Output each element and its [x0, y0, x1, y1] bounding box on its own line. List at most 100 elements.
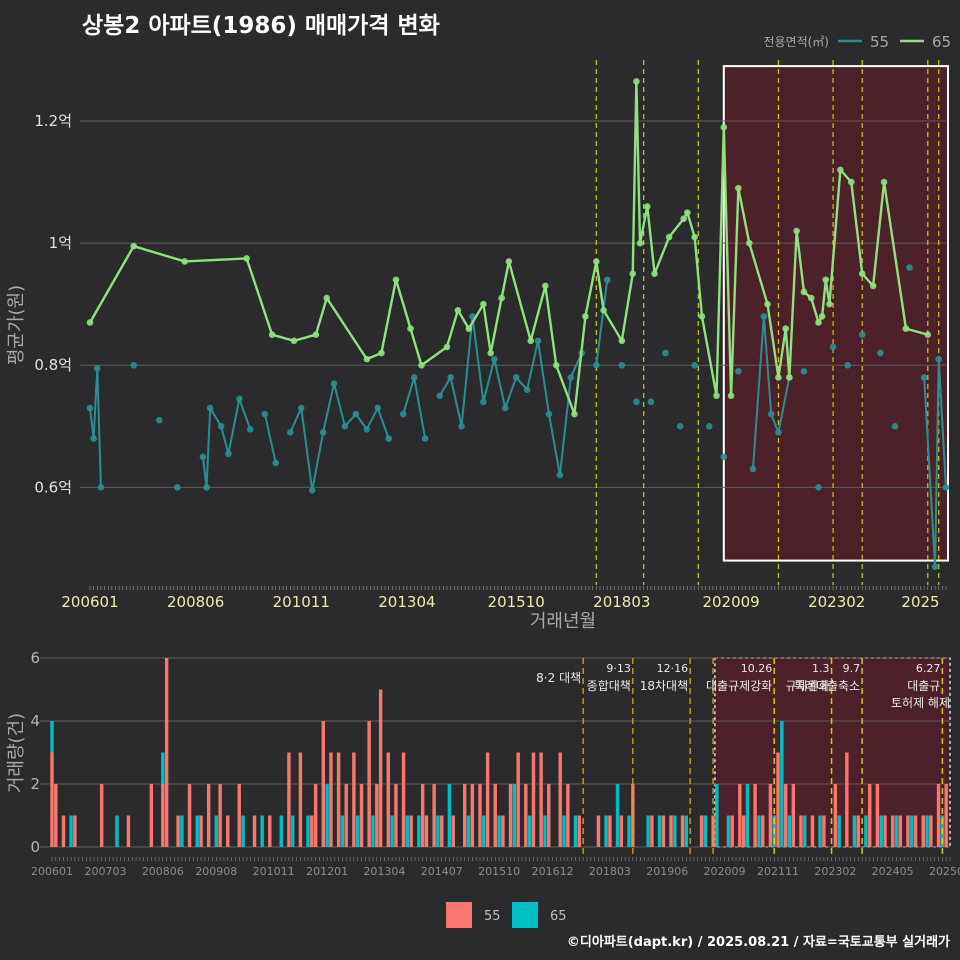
data-point-65	[593, 258, 600, 265]
bar-55	[776, 752, 780, 847]
data-point-55	[534, 337, 542, 345]
y-axis-label: 평균가(원)	[6, 285, 27, 365]
y-tick-label: 2	[30, 775, 40, 793]
data-point-55	[647, 398, 655, 406]
bar-55	[508, 784, 513, 847]
data-point-65	[454, 306, 462, 314]
bar-55	[699, 815, 704, 847]
data-point-65	[837, 166, 844, 174]
data-point-55	[287, 429, 294, 436]
data-point-55	[385, 435, 392, 442]
bar-65	[527, 815, 532, 847]
bar-65	[512, 784, 517, 847]
bar-55	[883, 815, 887, 847]
bar-55	[608, 815, 612, 847]
x-tick-label: 201803	[593, 593, 650, 611]
data-point-55	[760, 313, 768, 320]
data-point-65	[480, 300, 487, 308]
policy-date-label: 9.7	[843, 662, 861, 675]
source-footer: ©디아파트(dapt.kr) / 2025.08.21 / 자료=국토교통부 실…	[566, 935, 950, 950]
data-point-55	[815, 484, 822, 491]
bar-55	[680, 815, 685, 847]
data-point-65	[924, 331, 932, 339]
data-point-65	[465, 325, 473, 332]
bar-55	[187, 784, 192, 847]
bar-55	[898, 815, 903, 847]
data-point-65	[268, 331, 276, 339]
data-point-55	[749, 465, 757, 473]
data-point-65	[713, 392, 720, 400]
data-point-55	[155, 416, 163, 424]
bar-65	[436, 815, 440, 847]
bar-55	[462, 784, 467, 847]
data-point-65	[130, 242, 138, 250]
bar-55	[768, 784, 773, 847]
data-point-55	[691, 361, 698, 369]
data-point-65	[290, 337, 298, 345]
x-tick-label: 200806	[167, 593, 224, 611]
bar-55	[352, 752, 356, 847]
x-tick-label: 201304	[363, 865, 405, 878]
bar-55	[378, 689, 383, 847]
bar-55	[237, 784, 241, 847]
data-point-55	[567, 374, 575, 381]
bar-55	[485, 752, 490, 847]
data-point-65	[644, 203, 651, 210]
data-point-65	[880, 178, 888, 186]
data-point-55	[891, 422, 899, 430]
data-point-55	[935, 355, 943, 363]
data-point-65	[680, 215, 688, 223]
data-point-55	[447, 374, 454, 381]
bar-55	[822, 815, 826, 847]
bar-55	[539, 752, 543, 847]
bar-65	[852, 815, 857, 847]
bar-65	[657, 815, 662, 847]
bar-55	[218, 784, 222, 847]
x-axis-label: 거래년월	[530, 611, 596, 632]
bar-65	[69, 815, 73, 847]
bar-55	[176, 815, 180, 847]
bar-65	[482, 815, 486, 847]
bar-65	[787, 815, 792, 847]
policy-date-label: 1.3	[812, 662, 830, 675]
series-line-55	[333, 383, 346, 427]
data-point-65	[505, 258, 513, 265]
bar-55	[890, 815, 895, 847]
data-point-65	[786, 374, 793, 381]
x-tick-label: 201612	[532, 865, 574, 878]
bar-55	[161, 784, 165, 847]
data-point-55	[341, 422, 349, 430]
bar-55	[810, 815, 815, 847]
y-tick-label: 1억	[49, 234, 72, 252]
series-line-55	[205, 407, 212, 488]
data-point-55	[767, 410, 775, 418]
data-point-65	[793, 227, 800, 235]
bar-55	[730, 815, 734, 847]
data-point-55	[501, 404, 509, 412]
bar-55	[199, 815, 203, 847]
data-point-55	[97, 484, 105, 491]
bar-55	[310, 815, 314, 847]
bar-55	[336, 752, 341, 847]
bar-65	[405, 815, 410, 847]
data-point-55	[906, 264, 913, 271]
bar-65	[50, 721, 54, 753]
data-point-65	[363, 355, 371, 363]
policy-name-label: 대출규제강화	[706, 679, 772, 693]
series-line-55	[460, 316, 474, 427]
x-tick-label: 200806	[142, 865, 184, 878]
bar-55	[738, 784, 742, 847]
data-point-65	[902, 325, 910, 332]
policy-name-label: 대출규	[907, 679, 940, 693]
legend-label: 55	[870, 33, 889, 51]
bar-55	[329, 752, 333, 847]
bar-55	[344, 784, 348, 847]
x-tick-label: 200908	[195, 865, 237, 878]
data-point-55	[877, 349, 884, 357]
policy-date-label: 6.27	[916, 662, 941, 675]
data-point-55	[217, 422, 225, 430]
data-point-65	[720, 123, 728, 131]
bar-55	[531, 752, 536, 847]
x-tick-label: 201510	[488, 593, 545, 611]
bar-65	[745, 784, 750, 847]
